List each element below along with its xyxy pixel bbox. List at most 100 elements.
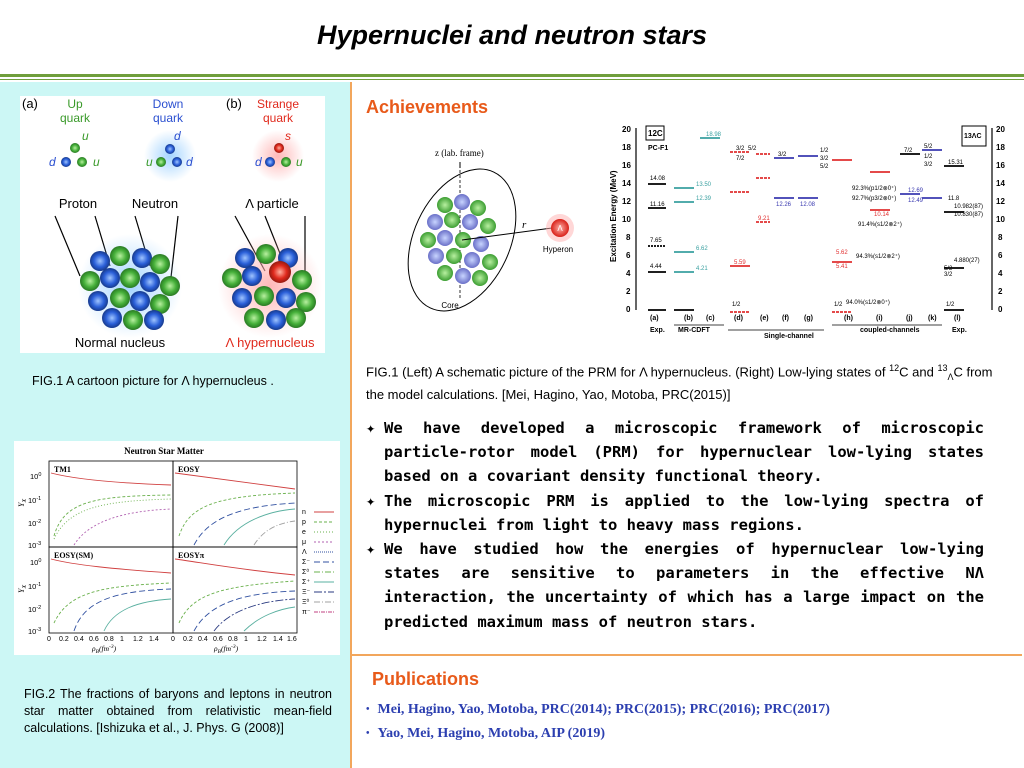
bullet-item: ✦ The microscopic PRM is applied to the l… (366, 489, 984, 537)
svg-text:11.16: 11.16 (650, 202, 665, 208)
svg-text:3/2: 3/2 (944, 272, 953, 278)
svg-text:4.880(27): 4.880(27) (954, 258, 980, 264)
title-divider-thin (0, 79, 1024, 80)
svg-text:3/2: 3/2 (924, 162, 933, 168)
neutron-up-quark (156, 157, 166, 167)
quark-d-3: d (186, 155, 193, 169)
spectrum-group-brackets (674, 324, 942, 331)
svg-text:12.49: 12.49 (908, 198, 924, 204)
svg-text:1.4: 1.4 (273, 636, 283, 643)
svg-text:6.62: 6.62 (696, 246, 708, 252)
nucleus-right-box (961, 125, 987, 147)
nsm-curves (50, 472, 296, 632)
core-label: Core (441, 301, 459, 310)
svg-text:0.2: 0.2 (183, 636, 193, 643)
publication-item: • Yao, Mei, Hagino, Motoba, AIP (2019) (366, 726, 606, 741)
svg-text:16: 16 (996, 161, 1005, 170)
svg-text:0.4: 0.4 (198, 636, 208, 643)
svg-text:1/2: 1/2 (732, 302, 741, 308)
svg-text:94.3%(s1/2⊗2⁺): 94.3%(s1/2⊗2⁺) (856, 253, 900, 260)
svg-text:(a): (a) (650, 315, 659, 322)
svg-text:3/2: 3/2 (736, 146, 745, 152)
nsm-xlabel-left: ρB(fm-3) (91, 644, 117, 655)
quark-u-3: u (146, 155, 153, 169)
bullet-star-icon: ✦ (366, 540, 376, 559)
svg-text:n: n (302, 509, 306, 516)
quark-u: u (82, 129, 89, 143)
nsm-ylabel-bottom: YX (17, 585, 28, 593)
svg-text:91.4%(s1/2⊗2⁺): 91.4%(s1/2⊗2⁺) (858, 221, 902, 228)
publication-item: • Mei, Hagino, Yao, Motoba, PRC(2014); PR… (366, 702, 830, 717)
spectrum-yticks-right: 20 18 16 14 12 10 8 6 4 2 0 (996, 125, 1005, 314)
nsm-yticks: 100 10-1 10-2 10-3 100 10-1 10-2 10-3 (28, 472, 41, 636)
publications-heading: Publications (372, 669, 480, 689)
svg-text:Σ⁺: Σ⁺ (302, 579, 310, 586)
pc-f1-label: PC-F1 (648, 145, 668, 152)
svg-text:(d): (d) (734, 315, 743, 322)
svg-text:8: 8 (626, 233, 631, 242)
svg-text:7/2: 7/2 (904, 148, 913, 154)
svg-text:1/2: 1/2 (946, 302, 955, 308)
svg-text:0.4: 0.4 (74, 636, 84, 643)
svg-text:Exp.: Exp. (952, 327, 967, 334)
svg-text:Single-channel: Single-channel (764, 333, 814, 340)
svg-text:(g): (g) (804, 315, 813, 322)
strange-quark-label-2: quark (263, 111, 294, 125)
svg-text:Ξ⁻: Ξ⁻ (302, 589, 311, 596)
svg-text:18: 18 (996, 143, 1005, 152)
publication-list: • Mei, Hagino, Yao, Motoba, PRC(2014); PR… (366, 702, 830, 750)
publications-divider (352, 654, 1022, 656)
core-cluster (420, 194, 498, 286)
svg-text:6: 6 (998, 251, 1003, 260)
svg-text:12.08: 12.08 (800, 202, 816, 208)
neutron-down-quark-2 (172, 157, 182, 167)
panel-eosy-pi: EOSYπ (178, 551, 205, 560)
svg-text:10: 10 (622, 215, 631, 224)
svg-text:1: 1 (120, 636, 124, 643)
quark-s: s (285, 129, 291, 143)
svg-text:12.39: 12.39 (696, 196, 712, 202)
svg-text:10-2: 10-2 (28, 519, 41, 528)
svg-text:10.830(87): 10.830(87) (954, 212, 983, 218)
r-vector (461, 227, 553, 241)
svg-text:10-1: 10-1 (28, 582, 41, 591)
svg-text:12: 12 (622, 197, 631, 206)
lambda-hypernucleus (218, 234, 322, 338)
svg-text:92.7%(p3/2⊗0⁺): 92.7%(p3/2⊗0⁺) (852, 195, 896, 202)
bullet-dot-icon: • (366, 728, 370, 740)
svg-text:0.2: 0.2 (59, 636, 69, 643)
achievements-heading: Achievements (366, 97, 489, 117)
svg-text:0: 0 (626, 305, 631, 314)
svg-text:0: 0 (47, 636, 51, 643)
hypernucleus-label: Λ hypernucleus (226, 335, 315, 350)
prm-axis-label: z (lab. frame) (435, 148, 484, 158)
svg-text:4.21: 4.21 (696, 266, 708, 272)
bullet-dot-icon: • (366, 704, 370, 716)
svg-text:(l): (l) (954, 315, 961, 322)
bullet-star-icon: ✦ (366, 419, 376, 437)
svg-text:μ: μ (302, 539, 306, 546)
spectrum-columns: (a) (b) (c) (d) (e) (f) (g) (h) (i) (j) (k) (l… (650, 315, 961, 322)
normal-nucleus (78, 234, 182, 338)
spectrum-levels (648, 137, 964, 313)
svg-text:100: 100 (30, 558, 41, 567)
svg-text:10-3: 10-3 (28, 627, 41, 636)
svg-text:14: 14 (996, 179, 1005, 188)
prm-schematic-svg: z (lab. frame) r Λ Hyperon Core (407, 148, 574, 312)
svg-text:5/2: 5/2 (748, 146, 757, 152)
nucleus-left: 12C (648, 129, 663, 138)
svg-text:14: 14 (622, 179, 631, 188)
nsm-legend: n p e μ Λ Σ⁻ Σ⁰ Σ⁺ Ξ⁻ Ξ⁰ π⁻ (302, 509, 334, 616)
svg-text:100: 100 (30, 472, 41, 481)
svg-text:Exp.: Exp. (650, 327, 665, 334)
neutron-label: Neutron (132, 196, 178, 211)
fig1-left-caption: FIG.1 A cartoon picture for Λ hypernucle… (32, 374, 274, 388)
nsm-ylabel-top: YX (17, 499, 28, 507)
svg-text:coupled-channels: coupled-channels (860, 327, 920, 334)
svg-text:(e): (e) (760, 315, 769, 322)
svg-text:1: 1 (244, 636, 248, 643)
svg-text:(i): (i) (876, 315, 883, 322)
panel-b-label: (b) (226, 96, 242, 111)
